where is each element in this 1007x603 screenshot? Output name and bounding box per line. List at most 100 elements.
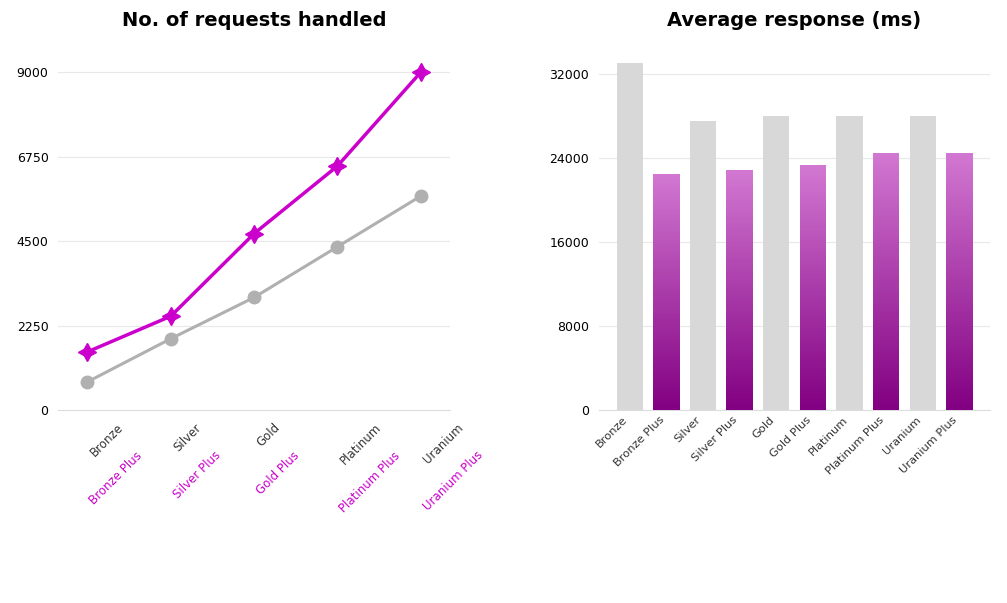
Bar [800, 235, 826, 236]
Bar [726, 258, 753, 259]
Bar [654, 372, 680, 373]
Bar [726, 205, 753, 206]
Bar [800, 200, 826, 201]
Bar [654, 180, 680, 181]
Bar [947, 265, 973, 266]
Bar [947, 338, 973, 339]
Bar [726, 279, 753, 280]
Bar [800, 379, 826, 380]
Bar [654, 385, 680, 387]
Bar [726, 200, 753, 201]
Bar [873, 240, 899, 241]
Bar [947, 267, 973, 268]
Bar [726, 227, 753, 228]
Bar [726, 199, 753, 200]
Bar [654, 364, 680, 365]
Bar [726, 194, 753, 195]
Bar [800, 181, 826, 182]
Bar [726, 222, 753, 223]
Bar [726, 307, 753, 308]
Bar [873, 403, 899, 405]
Bar [947, 259, 973, 260]
Bar [654, 345, 680, 346]
Bar [947, 183, 973, 185]
Bar [873, 314, 899, 315]
Bar [726, 201, 753, 203]
Bar [800, 385, 826, 387]
Bar [726, 282, 753, 283]
Bar [800, 368, 826, 370]
Bar [947, 280, 973, 281]
Bar [873, 230, 899, 231]
Bar [654, 232, 680, 233]
Bar [654, 382, 680, 383]
Bar [947, 378, 973, 379]
Bar [800, 251, 826, 252]
Bar [654, 224, 680, 226]
Bar [654, 192, 680, 194]
Bar [654, 262, 680, 264]
Bar [800, 248, 826, 250]
Bar [800, 250, 826, 251]
Bar [654, 270, 680, 271]
Bar [726, 339, 753, 341]
Bar [873, 188, 899, 189]
Bar [800, 289, 826, 290]
Bar [800, 396, 826, 397]
Bar [800, 178, 826, 180]
Bar [947, 316, 973, 317]
Bar [947, 217, 973, 218]
Bar [947, 351, 973, 352]
Bar [726, 192, 753, 193]
Bar [726, 174, 753, 175]
Bar [800, 198, 826, 200]
Bar [947, 324, 973, 325]
Bar [947, 344, 973, 346]
Bar [654, 291, 680, 292]
Bar [873, 178, 899, 180]
Bar [654, 355, 680, 356]
Bar [873, 368, 899, 369]
Bar [800, 350, 826, 352]
Bar [726, 337, 753, 338]
Bar [947, 177, 973, 178]
Bar [800, 355, 826, 356]
Bar [947, 399, 973, 400]
Bar [873, 303, 899, 305]
Bar [800, 400, 826, 402]
Bar [654, 300, 680, 302]
Bar [800, 297, 826, 298]
Bar [947, 312, 973, 314]
Bar [873, 335, 899, 336]
Bar [654, 235, 680, 236]
Bar [800, 354, 826, 355]
Bar [873, 371, 899, 373]
Bar [800, 258, 826, 259]
Bar [873, 401, 899, 402]
Bar [800, 256, 826, 257]
Bar [873, 239, 899, 240]
Bar [726, 403, 753, 404]
Bar [800, 267, 826, 268]
Bar [763, 116, 789, 410]
Bar [947, 288, 973, 289]
Bar [947, 158, 973, 159]
Bar [873, 400, 899, 401]
Bar [873, 266, 899, 267]
Bar [800, 344, 826, 345]
Bar [947, 400, 973, 401]
Bar [726, 290, 753, 291]
Bar [947, 227, 973, 229]
Bar [873, 181, 899, 182]
Bar [947, 245, 973, 247]
Bar [654, 332, 680, 333]
Bar [873, 223, 899, 225]
Bar [800, 264, 826, 265]
Bar [726, 269, 753, 270]
Bar [947, 285, 973, 286]
Bar [800, 352, 826, 353]
Bar [873, 308, 899, 309]
Bar [873, 379, 899, 380]
Bar [800, 278, 826, 279]
Text: Silver: Silver [171, 421, 203, 454]
